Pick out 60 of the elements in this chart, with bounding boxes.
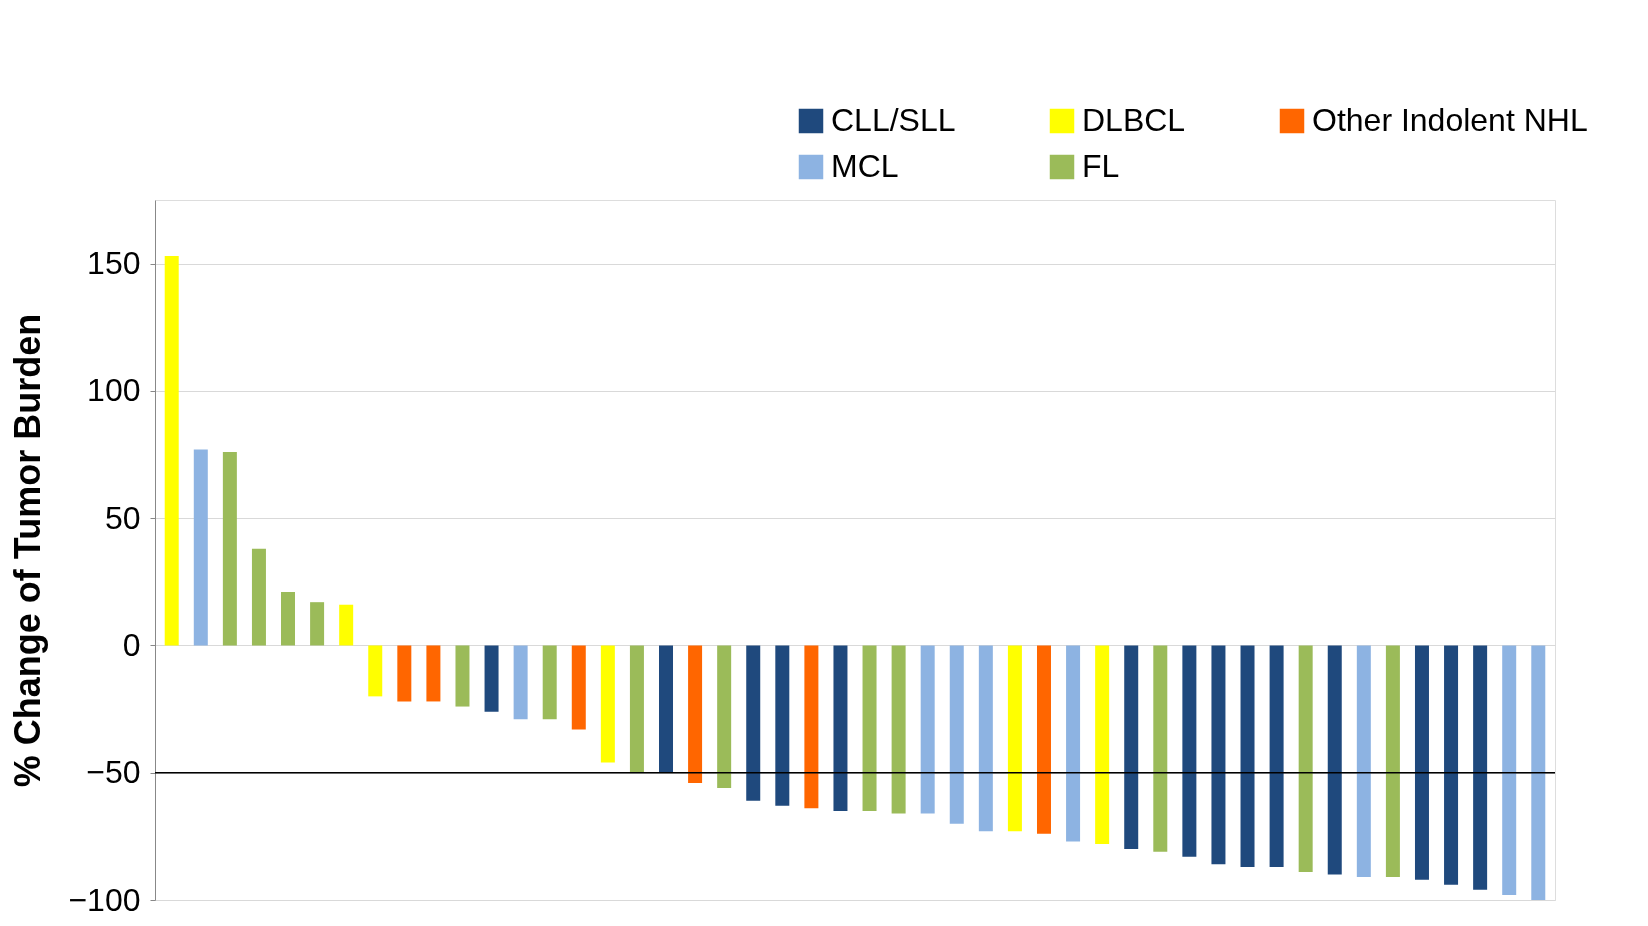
bar bbox=[717, 645, 732, 788]
y-tick-label: 100 bbox=[87, 372, 141, 409]
bar bbox=[862, 645, 877, 811]
bar bbox=[833, 645, 848, 811]
bar bbox=[978, 645, 993, 832]
y-tick-label: 150 bbox=[87, 245, 141, 282]
bar bbox=[310, 602, 325, 646]
bar bbox=[1385, 645, 1400, 878]
bar bbox=[1269, 645, 1284, 867]
bar bbox=[629, 645, 644, 773]
y-tick-label: 0 bbox=[122, 626, 141, 663]
bar bbox=[1036, 645, 1051, 834]
bar bbox=[920, 645, 935, 814]
bar bbox=[600, 645, 615, 763]
bar bbox=[1124, 645, 1139, 850]
y-tick-label: −50 bbox=[86, 754, 141, 791]
bar bbox=[251, 548, 266, 646]
bar bbox=[1531, 645, 1546, 900]
legend-label: Other Indolent NHL bbox=[1312, 102, 1588, 138]
bar bbox=[1007, 645, 1022, 832]
bar bbox=[164, 256, 179, 646]
bar bbox=[1444, 645, 1459, 885]
bar bbox=[426, 645, 441, 702]
bar bbox=[891, 645, 906, 814]
legend-label: DLBCL bbox=[1082, 102, 1186, 138]
bar bbox=[222, 452, 237, 646]
bar bbox=[484, 645, 499, 712]
bar bbox=[1095, 645, 1110, 844]
bar bbox=[339, 604, 354, 646]
bar bbox=[1473, 645, 1488, 890]
legend-label: CLL/SLL bbox=[831, 102, 956, 138]
bar bbox=[455, 645, 470, 707]
y-tick-label: −100 bbox=[68, 881, 141, 918]
bar bbox=[1502, 645, 1517, 895]
bar bbox=[1240, 645, 1255, 867]
bar bbox=[1298, 645, 1313, 872]
bar bbox=[397, 645, 412, 702]
bar bbox=[1356, 645, 1371, 878]
bar bbox=[1211, 645, 1226, 865]
bar bbox=[1066, 645, 1081, 842]
bar bbox=[804, 645, 819, 809]
bar bbox=[1327, 645, 1342, 875]
bar bbox=[1182, 645, 1197, 857]
y-axis-title: % Change of Tumor Burden bbox=[7, 313, 49, 788]
bar bbox=[571, 645, 586, 730]
y-tick-label: 50 bbox=[104, 499, 141, 536]
bar bbox=[281, 592, 296, 646]
bar bbox=[746, 645, 761, 801]
bar bbox=[659, 645, 674, 773]
bar bbox=[1414, 645, 1429, 880]
bar bbox=[542, 645, 557, 720]
bar bbox=[688, 645, 703, 783]
bar bbox=[1153, 645, 1168, 852]
legend-label: FL bbox=[1082, 148, 1120, 184]
legend-label: MCL bbox=[831, 148, 899, 184]
bar bbox=[193, 449, 208, 646]
bar bbox=[949, 645, 964, 824]
bar bbox=[775, 645, 790, 806]
bar bbox=[368, 645, 383, 697]
bar bbox=[513, 645, 528, 720]
